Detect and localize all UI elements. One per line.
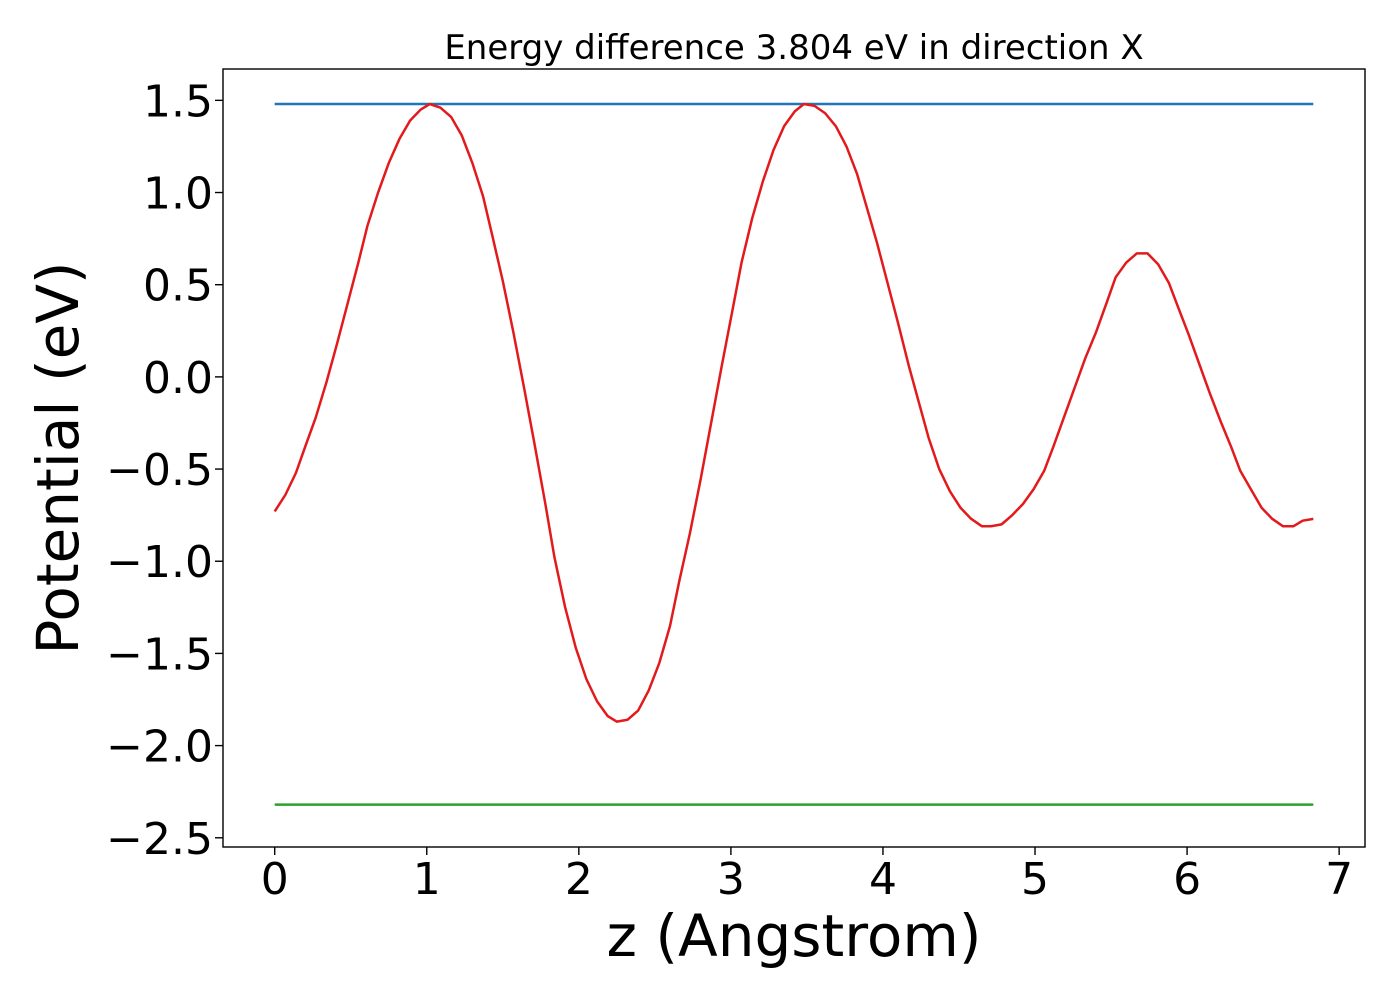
chart-title: Energy difference 3.804 eV in direction … (444, 28, 1143, 68)
y-tick-label: 1.5 (143, 76, 213, 127)
x-tick-label: 4 (869, 854, 897, 905)
y-tick-label: 0.5 (143, 261, 213, 312)
y-tick-label: −2.5 (106, 814, 213, 865)
y-tick-label: −0.5 (106, 445, 213, 496)
y-tick-label: −1.5 (106, 629, 213, 680)
y-axis-label: Potential (eV) (24, 261, 92, 654)
y-tick-label: 0.0 (143, 353, 213, 404)
x-tick-label: 7 (1325, 854, 1353, 905)
series-layer (273, 102, 1314, 806)
series-line-2 (273, 102, 1314, 723)
x-tick-label: 6 (1173, 854, 1201, 905)
x-axis-ticks: 0 1 2 3 4 5 6 7 (261, 847, 1353, 905)
y-tick-label: −1.0 (106, 537, 213, 588)
x-tick-label: 5 (1021, 854, 1049, 905)
y-tick-label: 1.0 (143, 169, 213, 220)
x-tick-label: 3 (717, 854, 745, 905)
y-axis-ticks: −2.5 −2.0 −1.5 −1.0 −0.5 0.0 0.5 1.0 1.5 (106, 76, 223, 865)
x-tick-label: 0 (261, 854, 289, 905)
x-tick-label: 1 (413, 854, 441, 905)
x-tick-label: 2 (565, 854, 593, 905)
y-tick-label: −2.0 (106, 722, 213, 773)
x-axis-label: z (Angstrom) (607, 902, 982, 970)
plot-area-frame (222, 68, 1366, 848)
